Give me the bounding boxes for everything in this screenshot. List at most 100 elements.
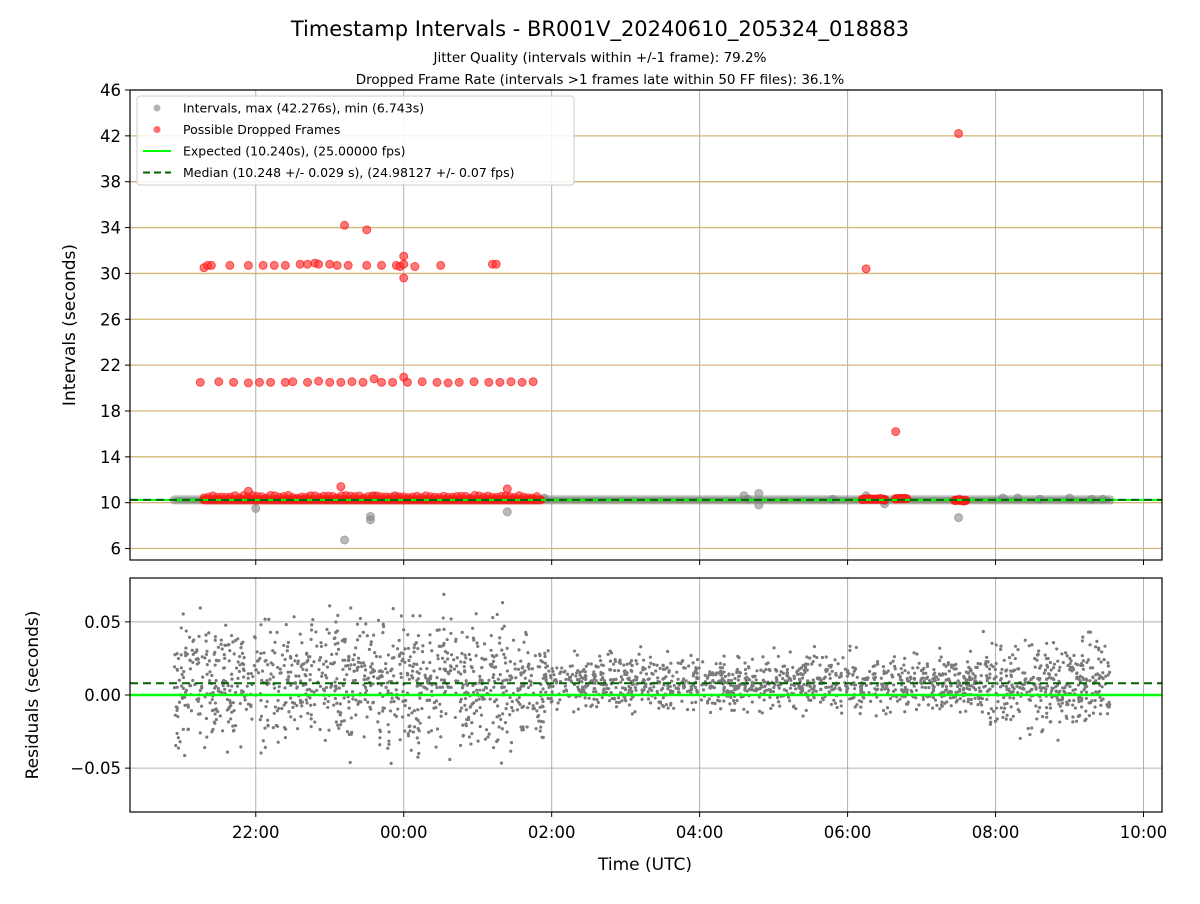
residual-point bbox=[516, 687, 520, 691]
residual-point bbox=[807, 689, 811, 693]
residual-point bbox=[619, 691, 623, 695]
residual-point bbox=[592, 674, 596, 678]
residual-point bbox=[892, 655, 897, 659]
residual-point bbox=[539, 725, 543, 729]
residual-point bbox=[1045, 677, 1049, 681]
residual-point bbox=[329, 661, 333, 666]
residual-point bbox=[442, 627, 446, 631]
residual-point bbox=[452, 658, 456, 662]
residual-point bbox=[1011, 669, 1016, 673]
legend: Intervals, max (42.276s), min (6.743s)Po… bbox=[136, 95, 575, 186]
residual-point bbox=[408, 663, 412, 668]
residual-point bbox=[406, 633, 410, 637]
residual-point bbox=[319, 641, 323, 645]
residual-point bbox=[606, 652, 610, 657]
residual-point bbox=[1090, 699, 1094, 703]
residual-point bbox=[295, 685, 299, 689]
residual-point bbox=[644, 672, 649, 676]
residual-point bbox=[848, 644, 852, 648]
residual-point bbox=[630, 669, 634, 673]
dropped-frame-point bbox=[243, 378, 253, 388]
residual-point bbox=[449, 685, 453, 689]
dropped-frame-point bbox=[288, 377, 298, 387]
residual-point bbox=[970, 677, 974, 681]
residual-point bbox=[296, 727, 300, 731]
residual-point bbox=[453, 715, 457, 720]
residual-point bbox=[978, 662, 983, 666]
residual-point bbox=[188, 667, 193, 671]
residual-point bbox=[711, 673, 715, 677]
residual-point bbox=[623, 672, 627, 676]
residual-point bbox=[574, 674, 578, 678]
residual-point bbox=[764, 688, 768, 692]
residual-point bbox=[854, 645, 858, 650]
residual-point bbox=[695, 658, 700, 662]
residual-point bbox=[967, 675, 972, 679]
residual-point bbox=[1080, 653, 1084, 658]
residual-point bbox=[648, 701, 653, 705]
residual-point bbox=[799, 687, 803, 691]
residual-point bbox=[658, 666, 662, 670]
residual-point bbox=[899, 666, 903, 671]
dropped-frame-point bbox=[399, 251, 409, 261]
residual-point bbox=[265, 678, 269, 683]
residual-point bbox=[731, 698, 736, 703]
legend-box bbox=[136, 95, 575, 186]
residual-point bbox=[964, 679, 969, 683]
residual-point bbox=[293, 659, 297, 663]
residual-point bbox=[924, 671, 928, 675]
residual-point bbox=[283, 727, 288, 731]
dropped-frame-point bbox=[484, 377, 494, 387]
residual-point bbox=[442, 641, 446, 646]
dropped-frame-point bbox=[506, 377, 516, 387]
residual-point bbox=[337, 726, 341, 730]
residual-point bbox=[1088, 643, 1092, 647]
residual-point bbox=[259, 623, 263, 627]
residual-point bbox=[284, 700, 288, 705]
residual-point bbox=[332, 703, 336, 707]
residual-point bbox=[489, 648, 493, 652]
residual-point bbox=[229, 633, 234, 638]
residual-point bbox=[341, 667, 345, 671]
residual-point bbox=[1034, 704, 1038, 708]
residual-point bbox=[839, 704, 843, 708]
residual-point bbox=[1009, 673, 1013, 677]
residual-point bbox=[1081, 635, 1085, 639]
residual-point bbox=[265, 699, 269, 704]
legend-label: Median (10.248 +/- 0.029 s), (24.98127 +… bbox=[183, 165, 514, 180]
residual-point bbox=[432, 669, 436, 673]
residual-point bbox=[851, 673, 855, 677]
residual-point bbox=[1033, 665, 1037, 669]
residual-point bbox=[1084, 677, 1088, 681]
residual-point bbox=[1045, 663, 1049, 667]
residual-point bbox=[1075, 663, 1080, 667]
residual-point bbox=[639, 645, 643, 649]
residual-point bbox=[1076, 675, 1081, 680]
residual-point bbox=[236, 660, 240, 664]
residual-point bbox=[714, 662, 718, 666]
residual-point bbox=[646, 697, 651, 701]
residual-point bbox=[634, 659, 638, 663]
residual-point bbox=[1093, 705, 1097, 709]
residual-point bbox=[389, 761, 393, 765]
residual-point bbox=[665, 666, 669, 670]
residual-point bbox=[1064, 651, 1068, 655]
residual-point bbox=[596, 700, 600, 705]
residual-point bbox=[1081, 659, 1086, 663]
residual-point bbox=[974, 665, 978, 669]
residual-point bbox=[227, 659, 231, 663]
residual-point bbox=[575, 653, 579, 657]
residual-point bbox=[400, 715, 405, 719]
residual-point bbox=[653, 696, 657, 700]
residual-point bbox=[1043, 668, 1048, 672]
residual-point bbox=[913, 671, 917, 675]
residual-point bbox=[940, 700, 944, 704]
residual-point bbox=[586, 683, 590, 688]
residual-point bbox=[922, 666, 926, 671]
residual-point bbox=[251, 674, 255, 679]
residual-point bbox=[499, 761, 504, 765]
residual-point bbox=[369, 707, 373, 711]
residual-point bbox=[398, 738, 402, 742]
residual-point bbox=[687, 664, 691, 668]
residual-point bbox=[927, 686, 931, 690]
